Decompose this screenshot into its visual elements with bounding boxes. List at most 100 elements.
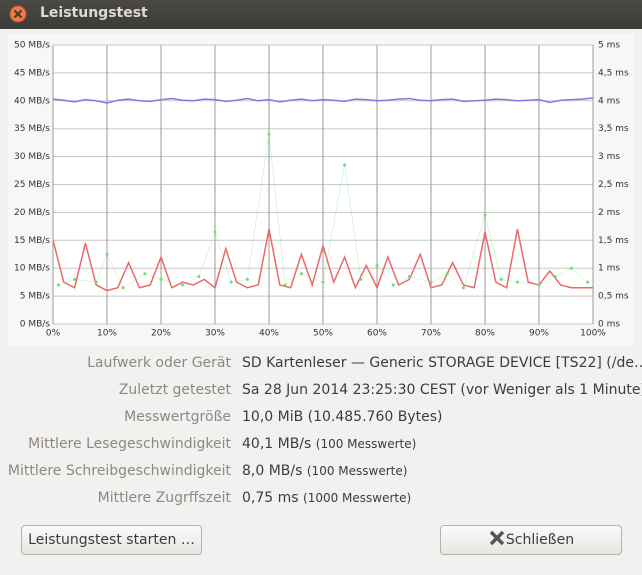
x-tick-label: 80% <box>475 329 495 339</box>
window-title: Leistungstest <box>40 5 148 21</box>
x-tick-label: 90% <box>529 329 549 339</box>
y2-tick-label: 5 ms <box>598 41 620 51</box>
access-point <box>407 275 411 279</box>
info-label: Laufwerk oder Gerät <box>87 355 231 371</box>
access-point <box>245 277 249 281</box>
y2-tick-label: 3 ms <box>598 152 620 162</box>
access-point <box>299 272 303 276</box>
y2-tick-label: 4,5 ms <box>598 68 629 78</box>
y-tick-label: 45 MB/s <box>14 68 50 78</box>
access-point <box>143 272 147 276</box>
access-point <box>229 280 233 284</box>
y2-tick-label: 2 ms <box>598 208 620 218</box>
info-value-group: Sa 28 Jun 2014 23:25:30 CEST (vor Wenige… <box>242 378 642 402</box>
access-point <box>94 280 98 284</box>
x-tick-label: 50% <box>313 329 333 339</box>
x-tick-label: 20% <box>151 329 171 339</box>
info-value: 0,75 ms <box>242 490 299 506</box>
x-tick-label: 0% <box>46 329 61 339</box>
access-point <box>343 163 347 167</box>
y-tick-label: 40 MB/s <box>14 96 50 106</box>
y-tick-label: 20 MB/s <box>14 208 50 218</box>
access-point <box>483 213 487 217</box>
title-bar: Leistungstest <box>0 0 642 29</box>
access-point <box>121 286 125 290</box>
x-tick-label: 40% <box>259 329 279 339</box>
info-value: 40,1 MB/s <box>242 436 312 452</box>
info-row: Messwertgröße 10,0 MiB (10.485.760 Bytes) <box>0 405 642 429</box>
x-tick-label: 100% <box>580 329 606 339</box>
y2-tick-label: 1,5 ms <box>598 236 629 246</box>
info-label: Mittlere Schreibgeschwindigkeit <box>7 463 231 479</box>
access-point <box>267 132 271 136</box>
series-line <box>52 97 594 104</box>
close-label: Schließen <box>505 532 575 548</box>
info-row: Mittlere Zugrffszeit 0,75 ms (1000 Messwe… <box>0 486 642 510</box>
access-point <box>73 277 77 281</box>
y-tick-label: 35 MB/s <box>14 124 50 134</box>
info-label: Mittlere Lesegeschwindigkeit <box>28 436 231 452</box>
series-line <box>52 228 593 292</box>
access-point <box>283 283 287 287</box>
info-row: Mittlere Schreibgeschwindigkeit 8,0 MB/s … <box>0 459 642 483</box>
y-tick-label: 25 MB/s <box>14 180 50 190</box>
info-note: (1000 Messwerte) <box>303 491 412 505</box>
info-value-group: 10,0 MiB (10.485.760 Bytes) <box>242 405 442 429</box>
y2-tick-label: 4 ms <box>598 96 620 106</box>
x-tick-label: 60% <box>367 329 387 339</box>
access-point <box>461 286 465 290</box>
access-point <box>321 280 325 284</box>
info-label: Mittlere Zugrffszeit <box>97 490 231 506</box>
y2-tick-label: 0 ms <box>598 320 620 330</box>
access-point <box>359 277 363 281</box>
access-point <box>105 252 109 256</box>
y-tick-label: 0 MB/s <box>20 320 51 330</box>
access-point <box>429 280 433 284</box>
access-point <box>537 283 541 287</box>
info-value: 8,0 MB/s <box>242 463 303 479</box>
info-value: Sa 28 Jun 2014 23:25:30 CEST (vor Wenige… <box>242 382 642 398</box>
x-tick-label: 10% <box>97 329 117 339</box>
access-point <box>56 283 60 287</box>
access-point <box>197 275 201 279</box>
access-point <box>375 263 379 267</box>
y-tick-label: 30 MB/s <box>14 152 50 162</box>
info-row: Zuletzt getestet Sa 28 Jun 2014 23:25:30 … <box>0 378 642 402</box>
access-point <box>569 266 573 270</box>
y-tick-label: 15 MB/s <box>14 236 50 246</box>
info-value: SD Kartenleser — Generic STORAGE DEVICE … <box>242 355 642 371</box>
access-point <box>213 230 217 234</box>
access-point <box>181 283 185 287</box>
y2-tick-label: 1 ms <box>598 264 620 274</box>
access-point <box>159 277 163 281</box>
access-point <box>515 280 519 284</box>
start-button[interactable]: Leistungstest starten … <box>21 525 202 555</box>
info-value-group: SD Kartenleser — Generic STORAGE DEVICE … <box>242 351 642 375</box>
y-tick-label: 5 MB/s <box>20 292 51 302</box>
y-tick-label: 50 MB/s <box>14 41 50 51</box>
info-value: 10,0 MiB (10.485.760 Bytes) <box>242 409 443 425</box>
x-tick-label: 30% <box>205 329 225 339</box>
close-button[interactable]: Schließen <box>440 525 622 555</box>
info-row: Laufwerk oder Gerät SD Kartenleser — Gene… <box>0 351 642 375</box>
info-row: Mittlere Lesegeschwindigkeit 40,1 MB/s (1… <box>0 432 642 456</box>
info-value-group: 0,75 ms (1000 Messwerte) <box>242 486 411 510</box>
access-point <box>499 277 503 281</box>
info-value-group: 8,0 MB/s (100 Messwerte) <box>242 459 407 483</box>
x-tick-label: 70% <box>421 329 441 339</box>
access-point <box>445 272 449 276</box>
y2-tick-label: 2,5 ms <box>598 180 629 190</box>
y-tick-label: 10 MB/s <box>14 264 50 274</box>
info-value-group: 40,1 MB/s (100 Messwerte) <box>242 432 416 456</box>
y2-tick-label: 3,5 ms <box>598 124 629 134</box>
y2-tick-label: 0,5 ms <box>598 292 629 302</box>
info-label: Messwertgröße <box>124 409 231 425</box>
close-icon <box>489 530 505 546</box>
info-note: (100 Messwerte) <box>306 464 408 478</box>
close-icon[interactable] <box>8 5 28 25</box>
info-label: Zuletzt getestet <box>118 382 231 398</box>
benchmark-chart: 0 MB/s 5 MB/s 10 MB/s 15 MB/s 20 MB/s 25 MB/s… <box>8 34 634 346</box>
access-point <box>391 283 395 287</box>
access-point <box>586 280 590 284</box>
